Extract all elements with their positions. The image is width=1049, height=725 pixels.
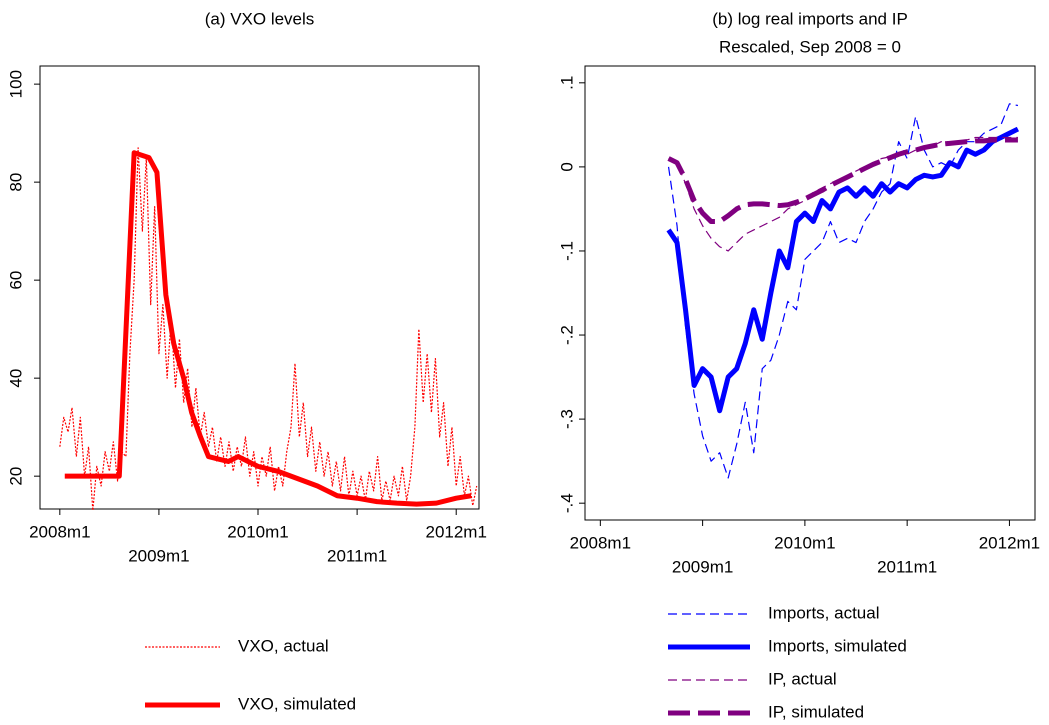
y-tick-label: 60 xyxy=(6,271,25,290)
x-tick-label: 2010m1 xyxy=(227,522,288,541)
legend-label: VXO, actual xyxy=(238,636,329,655)
legend-label: Imports, actual xyxy=(768,603,880,622)
series-line xyxy=(59,147,478,512)
y-tick-label: 0 xyxy=(557,162,576,171)
legend-label: IP, actual xyxy=(768,669,837,688)
plot-frame xyxy=(39,65,480,510)
x-tick-label: 2011m1 xyxy=(327,546,387,565)
chart-subtitle: Rescaled, Sep 2008 = 0 xyxy=(719,37,901,56)
y-tick-label: -.2 xyxy=(557,325,576,345)
legend-label: VXO, simulated xyxy=(238,694,356,713)
series-line xyxy=(64,150,472,507)
y-tick-label: 100 xyxy=(6,70,25,98)
legend-label: IP, simulated xyxy=(768,702,864,721)
x-tick-label: 2012m1 xyxy=(425,522,486,541)
x-tick-label: 2009m1 xyxy=(672,557,733,576)
x-tick-label: 2012m1 xyxy=(979,533,1040,552)
y-tick-label: 80 xyxy=(6,173,25,192)
y-tick-label: .1 xyxy=(557,76,576,90)
y-tick-label: 20 xyxy=(6,467,25,486)
y-tick-label: -.4 xyxy=(557,493,576,513)
chart-title: (a) VXO levels xyxy=(205,9,315,28)
x-tick-label: 2010m1 xyxy=(774,533,835,552)
x-tick-label: 2008m1 xyxy=(570,533,631,552)
chart-title: (b) log real imports and IP xyxy=(712,9,908,28)
legend-label: Imports, simulated xyxy=(768,636,907,655)
y-tick-label: -.1 xyxy=(557,241,576,261)
y-tick-label: 40 xyxy=(6,369,25,388)
x-tick-label: 2008m1 xyxy=(29,522,90,541)
series-line xyxy=(667,103,1019,479)
x-tick-label: 2011m1 xyxy=(877,557,937,576)
series-line xyxy=(666,126,1020,414)
plot-frame xyxy=(584,65,1036,521)
x-tick-label: 2009m1 xyxy=(128,546,189,565)
series-line xyxy=(667,137,1018,225)
y-tick-label: -.3 xyxy=(557,409,576,429)
